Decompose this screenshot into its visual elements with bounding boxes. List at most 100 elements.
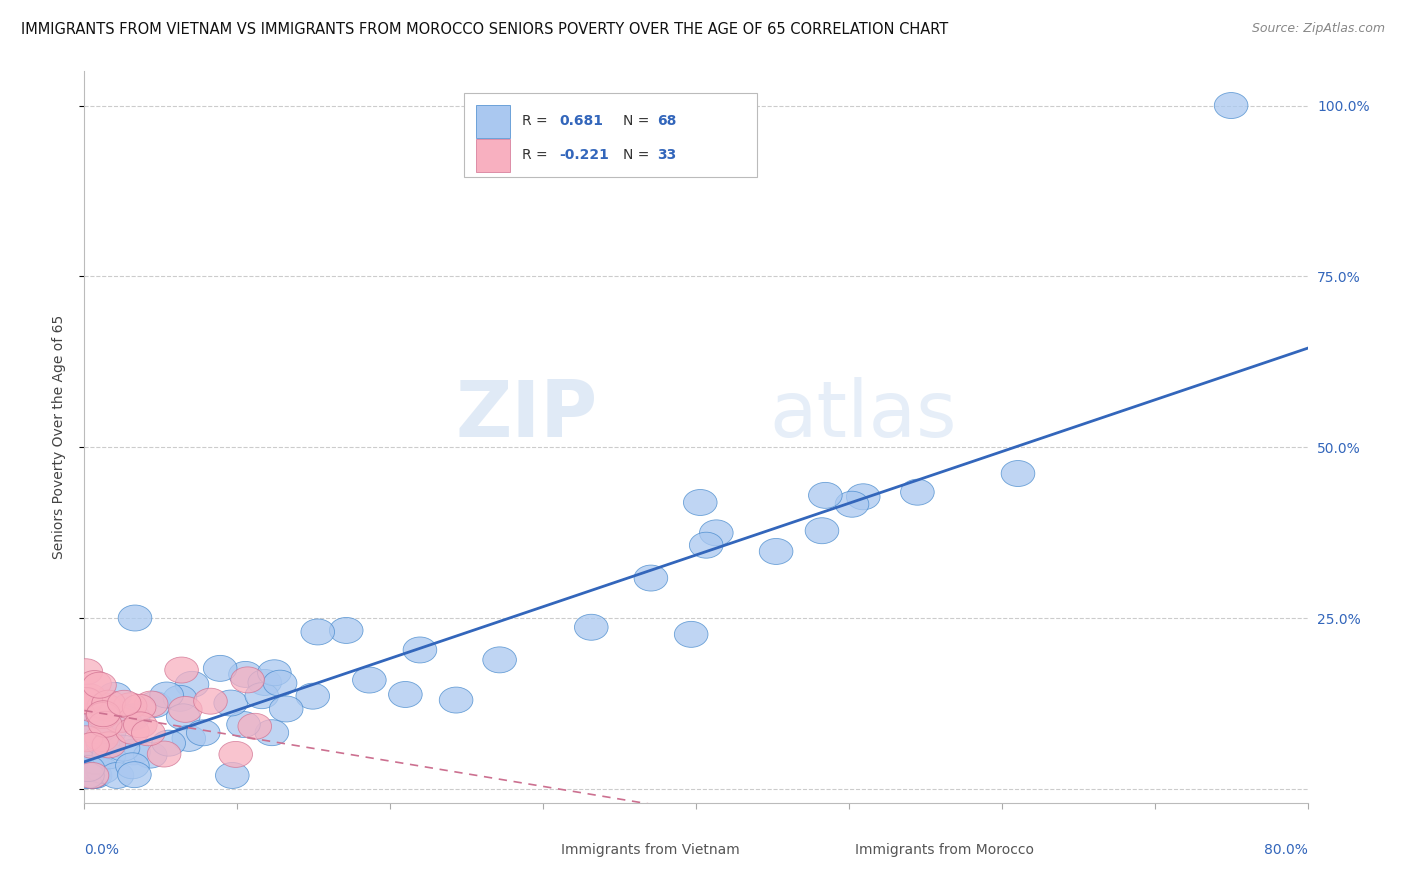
Ellipse shape — [439, 687, 472, 713]
Ellipse shape — [138, 691, 172, 717]
Ellipse shape — [683, 490, 717, 516]
Text: 0.681: 0.681 — [560, 114, 603, 128]
Text: 80.0%: 80.0% — [1264, 843, 1308, 857]
Ellipse shape — [226, 712, 260, 738]
Ellipse shape — [100, 763, 134, 789]
Ellipse shape — [76, 732, 110, 758]
Ellipse shape — [187, 720, 219, 746]
Ellipse shape — [238, 714, 271, 739]
Ellipse shape — [901, 479, 934, 505]
Text: IMMIGRANTS FROM VIETNAM VS IMMIGRANTS FROM MOROCCO SENIORS POVERTY OVER THE AGE : IMMIGRANTS FROM VIETNAM VS IMMIGRANTS FR… — [21, 22, 948, 37]
Text: Immigrants from Vietnam: Immigrants from Vietnam — [561, 843, 740, 857]
Ellipse shape — [69, 726, 103, 752]
Text: Immigrants from Morocco: Immigrants from Morocco — [855, 843, 1033, 857]
Ellipse shape — [132, 720, 165, 746]
Ellipse shape — [270, 696, 304, 722]
Ellipse shape — [135, 691, 167, 717]
Text: R =: R = — [522, 114, 553, 128]
Text: Source: ZipAtlas.com: Source: ZipAtlas.com — [1251, 22, 1385, 36]
Ellipse shape — [77, 671, 111, 697]
Ellipse shape — [124, 712, 157, 738]
Ellipse shape — [353, 667, 387, 693]
Ellipse shape — [1001, 460, 1035, 486]
Ellipse shape — [87, 706, 121, 731]
FancyBboxPatch shape — [464, 94, 758, 178]
Ellipse shape — [229, 661, 263, 688]
Ellipse shape — [172, 725, 205, 751]
Ellipse shape — [69, 659, 103, 685]
Text: 68: 68 — [657, 114, 676, 128]
Text: 0.0%: 0.0% — [84, 843, 120, 857]
Ellipse shape — [84, 725, 118, 751]
Ellipse shape — [115, 718, 149, 744]
Ellipse shape — [204, 656, 238, 681]
Ellipse shape — [482, 647, 516, 673]
Ellipse shape — [80, 733, 114, 759]
Text: N =: N = — [623, 114, 654, 128]
Ellipse shape — [575, 615, 609, 640]
Ellipse shape — [107, 706, 141, 731]
Ellipse shape — [194, 689, 228, 714]
Ellipse shape — [69, 688, 103, 714]
Ellipse shape — [83, 673, 117, 698]
Ellipse shape — [89, 711, 122, 738]
Ellipse shape — [76, 754, 110, 780]
Ellipse shape — [169, 697, 202, 723]
Ellipse shape — [134, 742, 167, 768]
Ellipse shape — [219, 741, 253, 767]
Text: -0.221: -0.221 — [560, 148, 609, 162]
Ellipse shape — [86, 703, 120, 729]
Ellipse shape — [72, 756, 105, 781]
Ellipse shape — [808, 483, 842, 508]
Ellipse shape — [70, 704, 104, 730]
Text: R =: R = — [522, 148, 553, 162]
FancyBboxPatch shape — [475, 139, 510, 172]
Ellipse shape — [69, 688, 103, 714]
Ellipse shape — [114, 693, 148, 719]
Ellipse shape — [689, 533, 723, 558]
Ellipse shape — [152, 731, 186, 756]
Ellipse shape — [91, 743, 125, 769]
Ellipse shape — [86, 730, 120, 756]
Ellipse shape — [254, 720, 288, 746]
Ellipse shape — [214, 690, 247, 716]
Ellipse shape — [295, 683, 329, 709]
Ellipse shape — [163, 685, 197, 711]
Y-axis label: Seniors Poverty Over the Age of 65: Seniors Poverty Over the Age of 65 — [52, 315, 66, 559]
Ellipse shape — [79, 748, 112, 774]
Ellipse shape — [247, 670, 281, 696]
Ellipse shape — [166, 704, 200, 730]
Ellipse shape — [148, 741, 181, 767]
Ellipse shape — [117, 704, 150, 730]
Ellipse shape — [301, 619, 335, 645]
Ellipse shape — [176, 672, 209, 698]
Ellipse shape — [700, 520, 733, 546]
Ellipse shape — [80, 711, 112, 737]
Ellipse shape — [70, 763, 104, 789]
Ellipse shape — [118, 762, 152, 788]
Ellipse shape — [76, 763, 110, 789]
FancyBboxPatch shape — [475, 104, 510, 137]
Ellipse shape — [835, 491, 869, 517]
Ellipse shape — [86, 757, 120, 783]
Ellipse shape — [73, 683, 105, 710]
Ellipse shape — [117, 739, 150, 765]
Ellipse shape — [87, 693, 121, 719]
Ellipse shape — [107, 690, 141, 716]
Ellipse shape — [98, 682, 131, 708]
Text: ZIP: ZIP — [456, 377, 598, 453]
Ellipse shape — [245, 682, 278, 708]
Ellipse shape — [93, 718, 127, 745]
Ellipse shape — [759, 539, 793, 565]
Ellipse shape — [1215, 93, 1249, 119]
Ellipse shape — [846, 483, 880, 509]
Text: atlas: atlas — [769, 377, 957, 453]
Ellipse shape — [150, 682, 184, 708]
Ellipse shape — [231, 667, 264, 693]
FancyBboxPatch shape — [524, 838, 551, 862]
Ellipse shape — [70, 763, 104, 789]
Ellipse shape — [257, 660, 291, 686]
FancyBboxPatch shape — [818, 838, 845, 862]
Ellipse shape — [76, 696, 110, 722]
Text: 33: 33 — [657, 148, 676, 162]
